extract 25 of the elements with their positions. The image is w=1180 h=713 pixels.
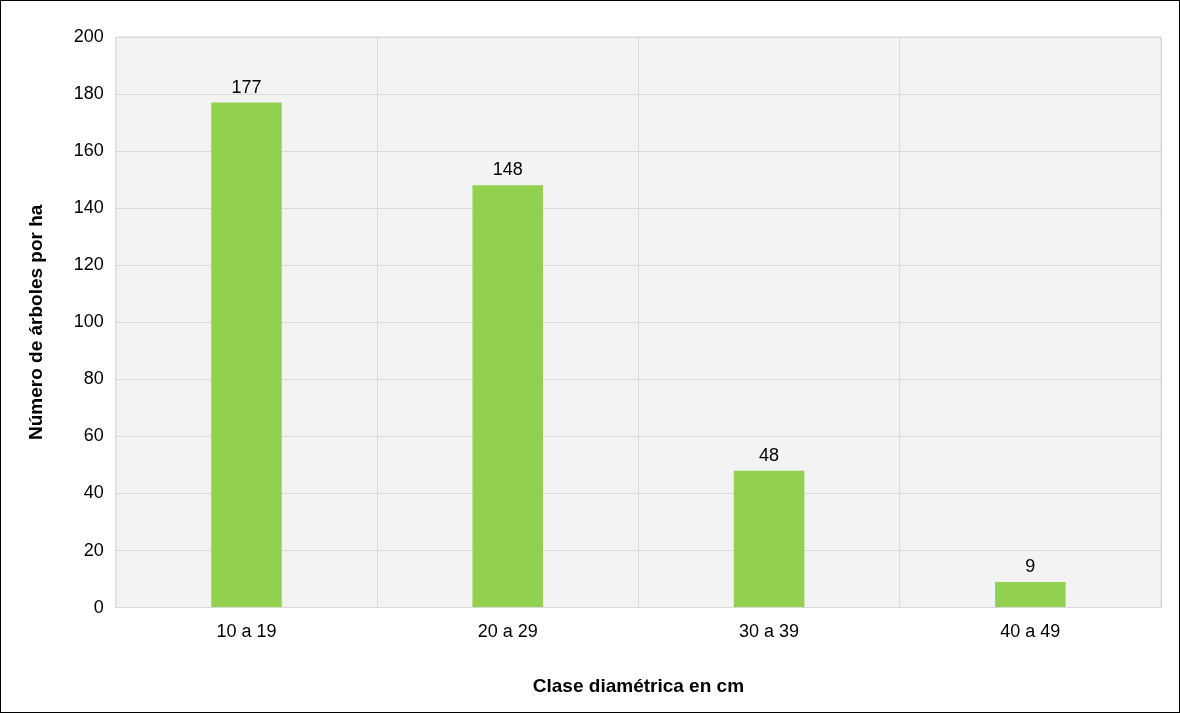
bar — [995, 581, 1066, 608]
y-tick-label: 80 — [83, 368, 104, 389]
x-tick-label: 40 a 49 — [1000, 621, 1061, 642]
y-tick-label: 140 — [73, 197, 104, 218]
y-tick-label: 20 — [83, 539, 104, 560]
data-label: 177 — [231, 76, 262, 97]
y-tick-label: 200 — [73, 25, 104, 46]
y-axis-title: Número de árboles por ha — [24, 204, 46, 441]
data-label: 9 — [1025, 555, 1036, 576]
bar — [472, 185, 544, 608]
y-tick-label: 120 — [73, 254, 104, 275]
data-label: 48 — [759, 444, 780, 465]
y-tick-label: 60 — [83, 425, 104, 446]
bar — [733, 470, 805, 608]
data-label: 148 — [492, 159, 523, 180]
bar — [211, 102, 282, 608]
x-tick-label: 20 a 29 — [477, 621, 538, 642]
y-tick-label: 0 — [93, 596, 104, 617]
y-tick-label: 100 — [73, 311, 104, 332]
x-tick-label: 10 a 19 — [216, 621, 277, 642]
x-axis-title: Clase diamétrica en cm — [532, 674, 745, 696]
y-tick-label: 160 — [73, 140, 104, 161]
x-tick-label: 30 a 39 — [739, 621, 800, 642]
y-tick-label: 180 — [73, 83, 104, 104]
y-tick-label: 40 — [83, 482, 104, 503]
